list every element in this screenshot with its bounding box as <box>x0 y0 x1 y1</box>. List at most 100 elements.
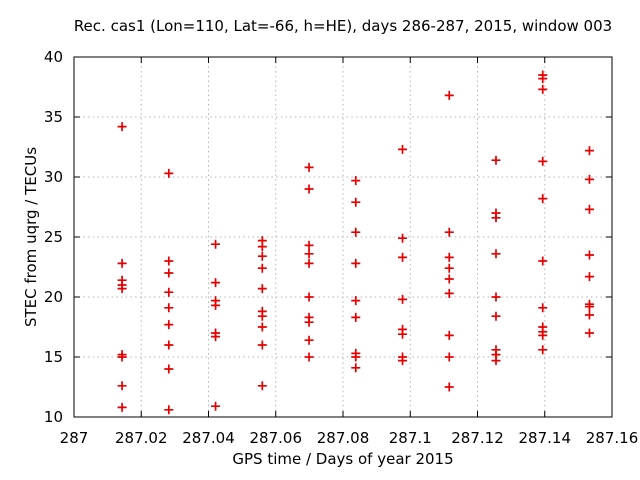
data-point-marker <box>164 303 174 313</box>
x-tick-label: 287.08 <box>317 429 370 447</box>
x-tick-label: 287.02 <box>115 429 168 447</box>
data-point-marker <box>304 249 314 259</box>
data-point-marker <box>117 381 127 391</box>
data-point-marker <box>304 258 314 268</box>
data-point-marker <box>117 258 127 268</box>
data-point-marker <box>538 156 548 166</box>
x-tick-label: 287.14 <box>519 429 572 447</box>
data-point-marker <box>257 311 267 321</box>
data-point-marker <box>584 204 594 214</box>
data-point-marker <box>164 268 174 278</box>
data-point-marker <box>398 144 408 154</box>
data-point-marker <box>491 213 501 223</box>
x-tick-label: 287.04 <box>182 429 235 447</box>
data-point-marker <box>304 352 314 362</box>
data-point-marker <box>491 292 501 302</box>
y-tick-label: 15 <box>44 348 63 366</box>
data-point-marker <box>304 184 314 194</box>
x-tick-label: 287.06 <box>250 429 303 447</box>
data-point-marker <box>491 249 501 259</box>
data-point-marker <box>584 302 594 312</box>
data-point-marker <box>164 256 174 266</box>
data-point-marker <box>304 292 314 302</box>
x-axis-label: GPS time / Days of year 2015 <box>232 450 453 468</box>
data-point-marker <box>584 146 594 156</box>
data-point-marker <box>351 258 361 268</box>
data-point-marker <box>398 294 408 304</box>
data-point-marker <box>444 288 454 298</box>
data-point-marker <box>538 345 548 355</box>
data-point-marker <box>257 322 267 332</box>
data-point-marker <box>444 330 454 340</box>
data-point-marker <box>257 242 267 252</box>
data-point-marker <box>257 251 267 261</box>
data-point-marker <box>444 274 454 284</box>
y-tick-label: 35 <box>44 108 63 126</box>
data-point-marker <box>444 227 454 237</box>
x-tick-label: 287.16 <box>586 429 639 447</box>
data-point-marker <box>257 263 267 273</box>
data-point-marker <box>211 300 221 310</box>
data-point-marker <box>584 272 594 282</box>
plot-border <box>73 56 613 418</box>
data-point-marker <box>164 320 174 330</box>
data-point-marker <box>584 174 594 184</box>
y-tick-label: 30 <box>44 168 63 186</box>
data-point-marker <box>117 122 127 132</box>
data-point-marker <box>584 250 594 260</box>
y-axis-label: STEC from uqrg / TECUs <box>22 147 40 327</box>
data-point-marker <box>164 364 174 374</box>
data-point-marker <box>164 168 174 178</box>
data-points <box>117 70 594 415</box>
x-tick-label: 287.1 <box>389 429 432 447</box>
data-point-marker <box>211 401 221 411</box>
data-point-marker <box>398 356 408 366</box>
data-point-marker <box>491 155 501 165</box>
data-point-marker <box>444 382 454 392</box>
data-point-marker <box>304 240 314 250</box>
data-point-marker <box>304 317 314 327</box>
data-point-marker <box>351 312 361 322</box>
gridlines <box>74 57 612 417</box>
data-point-marker <box>444 252 454 262</box>
data-point-marker <box>538 74 548 84</box>
data-point-marker <box>351 352 361 362</box>
data-point-marker <box>164 287 174 297</box>
data-point-marker <box>398 233 408 243</box>
data-point-marker <box>351 227 361 237</box>
data-point-marker <box>257 381 267 391</box>
data-point-marker <box>257 340 267 350</box>
data-point-marker <box>304 335 314 345</box>
data-point-marker <box>398 252 408 262</box>
data-point-marker <box>538 330 548 340</box>
data-point-marker <box>351 363 361 373</box>
data-point-marker <box>538 256 548 266</box>
data-point-marker <box>491 311 501 321</box>
data-point-marker <box>538 84 548 94</box>
data-point-marker <box>444 263 454 273</box>
data-point-marker <box>444 90 454 100</box>
data-point-marker <box>117 402 127 412</box>
data-point-marker <box>584 310 594 320</box>
data-point-marker <box>164 340 174 350</box>
data-point-marker <box>538 194 548 204</box>
y-tick-label: 25 <box>44 228 63 246</box>
data-point-marker <box>351 176 361 186</box>
y-tick-label: 20 <box>44 288 63 306</box>
data-point-marker <box>398 329 408 339</box>
data-point-marker <box>491 356 501 366</box>
y-tick-label: 40 <box>44 48 63 66</box>
x-tick-label: 287 <box>60 429 89 447</box>
data-point-marker <box>351 197 361 207</box>
tick-labels: 287 287.02 287.04 287.06 287.08 287.1 287.12 28… <box>44 48 638 447</box>
data-point-marker <box>211 332 221 342</box>
data-point-marker <box>117 284 127 294</box>
data-point-marker <box>584 328 594 338</box>
data-point-marker <box>538 303 548 313</box>
data-point-marker <box>351 296 361 306</box>
chart-title: Rec. cas1 (Lon=110, Lat=-66, h=HE), days… <box>74 17 612 35</box>
x-tick-label: 287.12 <box>451 429 504 447</box>
data-point-marker <box>257 284 267 294</box>
